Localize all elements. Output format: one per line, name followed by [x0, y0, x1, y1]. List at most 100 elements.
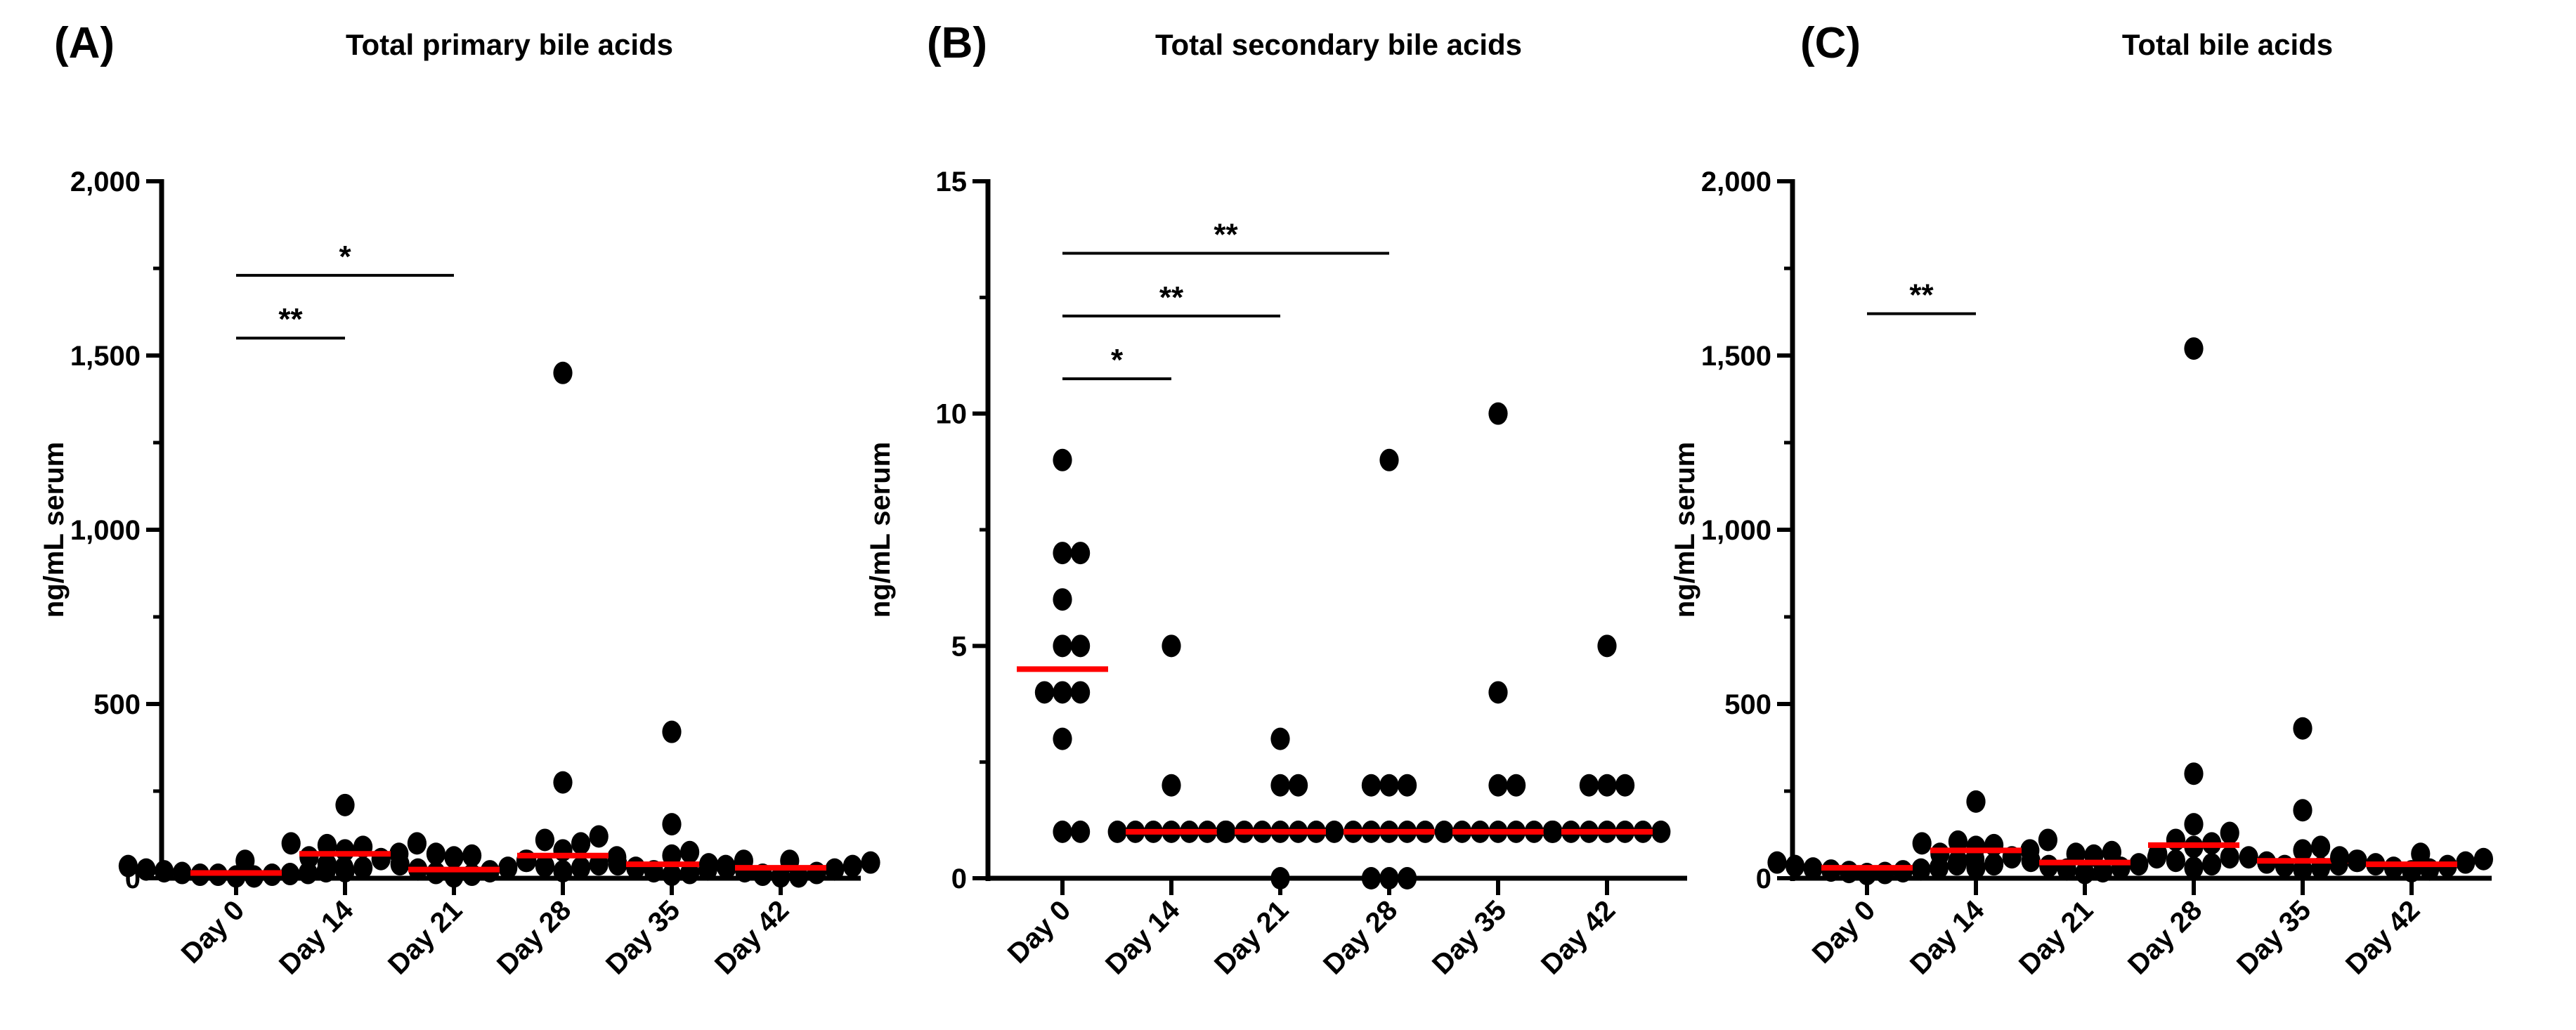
panel-letter: (C): [1800, 19, 1861, 67]
data-point: [571, 856, 591, 880]
data-point: [2293, 839, 2312, 862]
x-tick-label: Day 14: [1100, 894, 1186, 981]
data-point: [2293, 799, 2312, 822]
x-tick-label: Day 21: [382, 894, 468, 980]
data-point: [1488, 402, 1508, 425]
data-point: [553, 860, 573, 883]
data-point: [2330, 846, 2350, 869]
data-point: [1767, 851, 1787, 874]
data-point: [662, 863, 682, 887]
y-tick-label: 500: [1724, 689, 1771, 720]
data-point: [2021, 849, 2041, 873]
data-point: [1053, 542, 1072, 565]
data-point: [1930, 842, 1950, 866]
data-point: [1911, 858, 1931, 881]
x-tick-label: Day 35: [2231, 894, 2317, 980]
x-tick-label: Day 21: [1209, 894, 1294, 980]
data-point: [1071, 634, 1091, 658]
x-tick-label: Day 28: [2122, 894, 2208, 980]
x-tick-label: Day 42: [1535, 894, 1621, 980]
data-point: [1053, 634, 1072, 658]
data-point: [535, 828, 555, 852]
data-point: [1216, 820, 1236, 843]
data-point: [235, 849, 255, 873]
data-point: [1488, 774, 1508, 797]
data-point: [1948, 849, 1967, 873]
data-point: [1615, 774, 1635, 797]
data-point: [2066, 842, 2086, 866]
data-point: [699, 853, 719, 876]
data-point: [1893, 860, 1913, 883]
data-point: [426, 842, 446, 866]
data-point: [717, 856, 736, 880]
chart-title: Total bile acids: [2122, 28, 2333, 61]
data-point: [299, 846, 319, 869]
significance-label: **: [1159, 280, 1184, 315]
data-point: [1071, 681, 1091, 704]
data-point: [2038, 828, 2057, 852]
data-point: [1270, 774, 1290, 797]
data-point: [1053, 681, 1072, 704]
data-point: [825, 858, 845, 881]
data-point: [1289, 774, 1308, 797]
data-point: [1398, 867, 1417, 889]
data-point: [1053, 588, 1072, 611]
y-tick-label: 2,000: [1701, 167, 1771, 197]
data-point: [553, 771, 573, 794]
data-point: [662, 813, 682, 836]
data-point: [1966, 835, 1986, 859]
data-point: [2075, 861, 2095, 885]
y-tick-label: 500: [93, 689, 141, 720]
data-point: [390, 853, 410, 876]
chart-title: Total primary bile acids: [346, 28, 673, 61]
data-point: [1803, 857, 1823, 880]
data-point: [426, 861, 446, 885]
data-point: [1984, 853, 2004, 876]
panel-letter: (A): [54, 19, 115, 67]
significance-label: *: [1111, 343, 1124, 377]
data-point: [317, 853, 337, 876]
data-point: [1361, 867, 1381, 889]
y-axis-label: ng/mL serum: [39, 442, 70, 618]
data-point: [2411, 842, 2431, 866]
data-point: [680, 861, 700, 885]
data-point: [1966, 790, 1986, 813]
data-point: [1270, 727, 1290, 750]
x-tick-label: Day 28: [491, 894, 577, 980]
data-point: [553, 361, 573, 384]
data-point: [281, 832, 301, 855]
data-point: [155, 860, 174, 883]
data-point: [2293, 858, 2312, 881]
y-tick-label: 1,500: [70, 341, 141, 372]
panel-b: (B) Total secondary bile acids ng/mL serum…: [865, 19, 1687, 981]
x-tick-label: Day 14: [1904, 894, 1991, 981]
data-point: [2166, 849, 2185, 873]
data-point: [335, 860, 355, 883]
data-point: [2456, 851, 2476, 874]
data-point: [2202, 853, 2222, 876]
y-tick-label: 1,000: [70, 515, 141, 546]
data-point: [1839, 861, 1859, 884]
x-tick-label: Day 0: [1002, 894, 1077, 970]
x-tick-label: Day 35: [600, 894, 686, 980]
significance-label: **: [1909, 278, 1934, 312]
data-point: [2129, 853, 2149, 876]
data-point: [1651, 820, 1671, 843]
x-tick-label: Day 0: [1807, 894, 1882, 970]
y-axis-label: ng/mL serum: [1670, 442, 1700, 618]
y-tick-label: 15: [936, 167, 968, 197]
data-point: [1034, 681, 1054, 704]
data-point: [535, 854, 555, 878]
data-point: [589, 853, 609, 876]
x-tick-label: Day 14: [273, 894, 360, 981]
data-point: [335, 793, 355, 816]
y-tick-label: 10: [936, 399, 968, 430]
data-point: [118, 854, 138, 878]
data-point: [1597, 774, 1617, 797]
data-point: [1488, 681, 1508, 704]
data-point: [353, 856, 373, 880]
x-tick-label: Day 28: [1318, 894, 1403, 980]
y-tick-label: 0: [951, 863, 967, 894]
y-axis-label: ng/mL serum: [865, 442, 896, 618]
